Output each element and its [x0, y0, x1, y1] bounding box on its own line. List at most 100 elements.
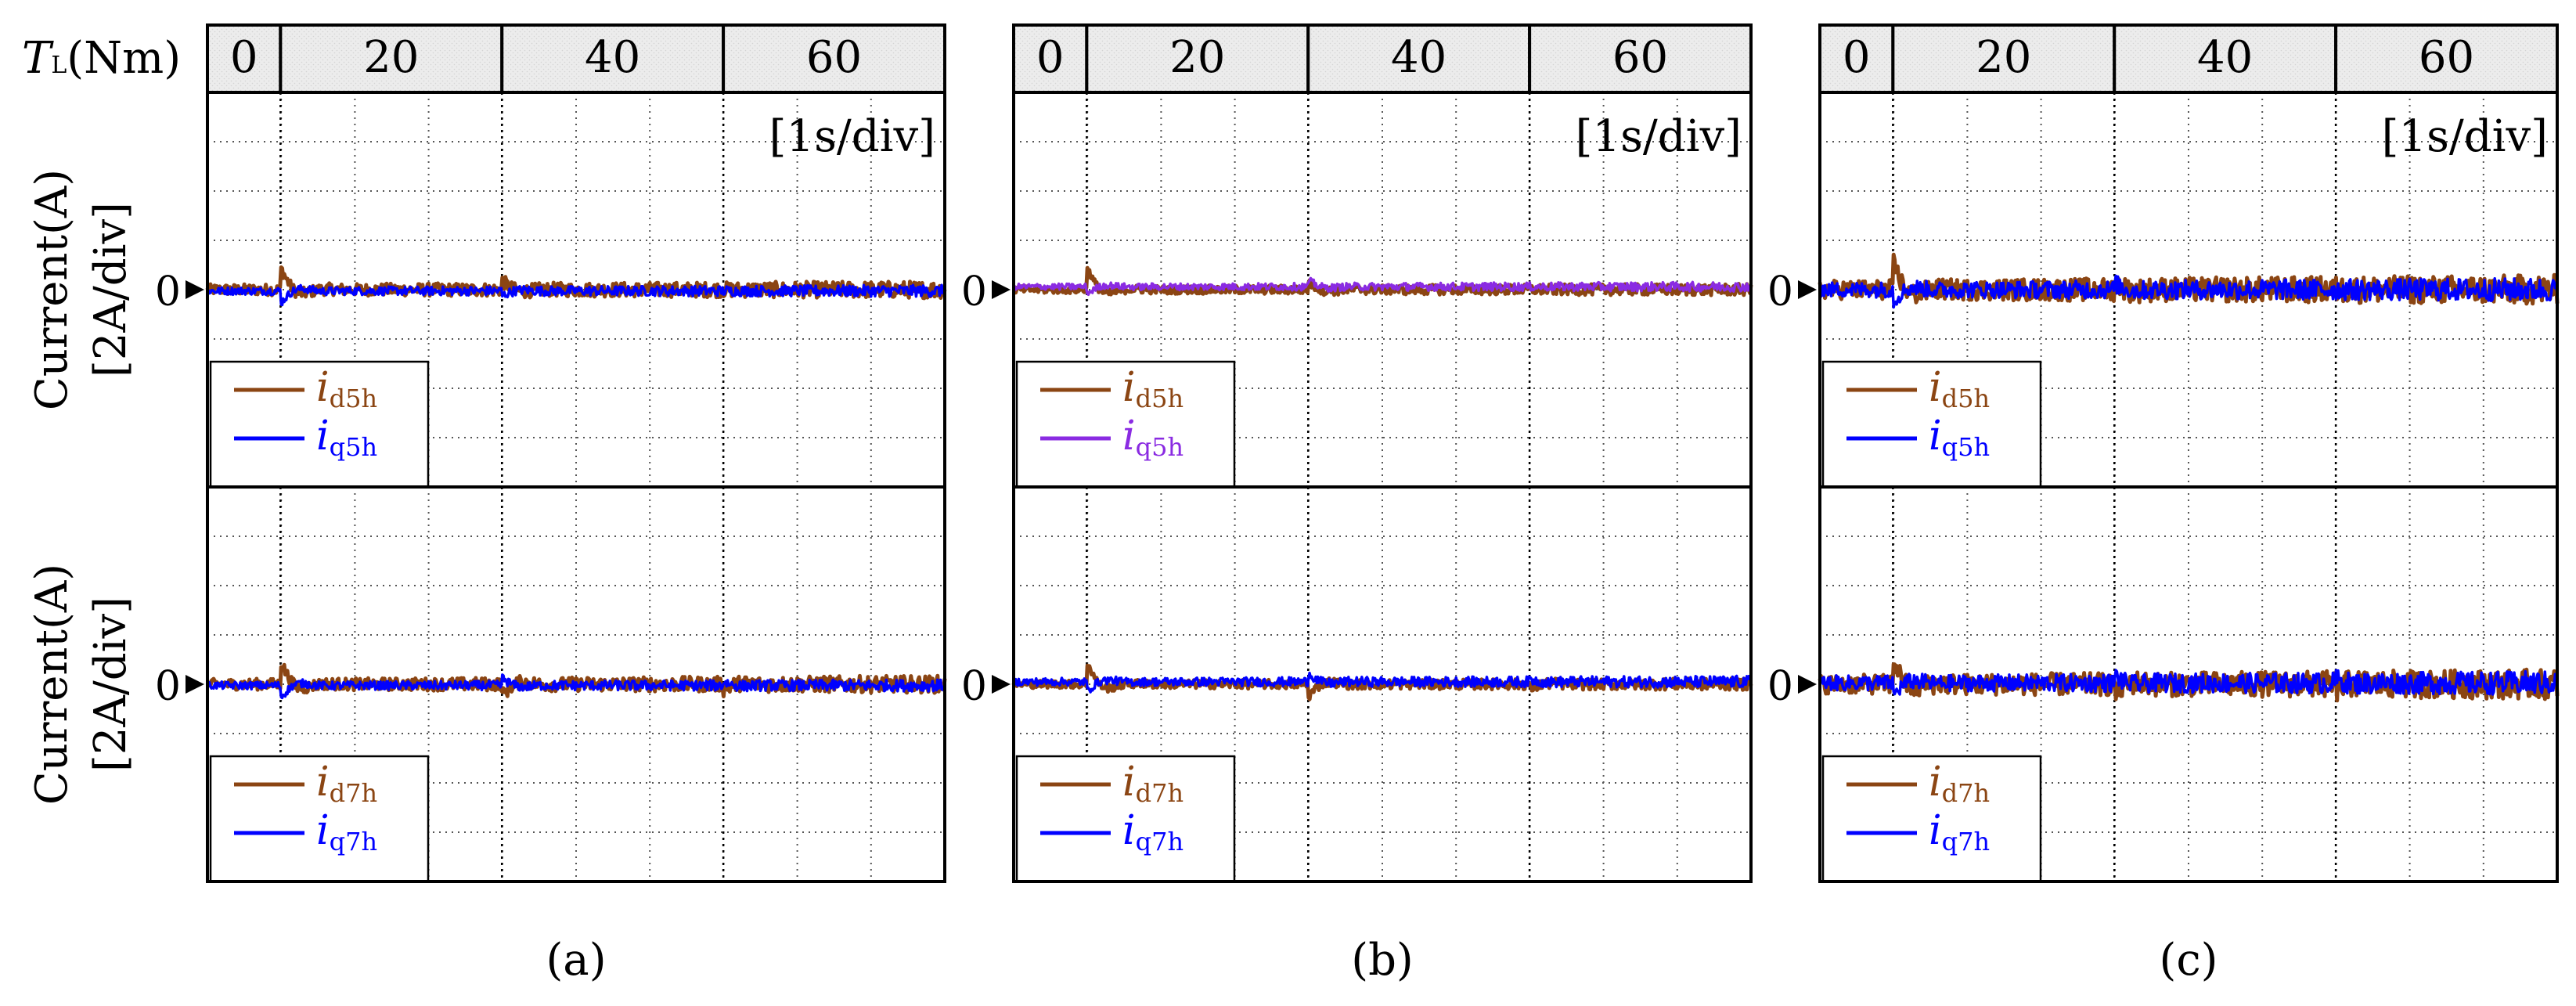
legend-box — [209, 755, 430, 883]
y-axis-label-2: Current(A) [2A/div] — [27, 564, 136, 805]
torque-axis-label: TL(Nm) — [22, 33, 181, 84]
legend-box — [1015, 755, 1236, 883]
zero-arrow-icon — [992, 675, 1011, 694]
trace-q5h — [1818, 274, 2559, 309]
plot-frame — [1012, 485, 1753, 883]
torque-band-segment — [2334, 23, 2560, 94]
legend-symbol: i — [1122, 759, 1136, 806]
torque-band-label: 0 — [1843, 32, 1871, 83]
legend-label-d7h: id7h — [1122, 759, 1184, 808]
trace-q7h — [206, 673, 946, 700]
torque-band-label: 60 — [2419, 32, 2474, 83]
zero-label: 0 — [155, 663, 181, 710]
zero-label: 0 — [961, 269, 987, 316]
plot-frame — [1818, 485, 2559, 883]
torque-band-segment — [2113, 23, 2338, 94]
legend-symbol: i — [1929, 364, 1942, 411]
torque-band-label: 20 — [363, 32, 419, 83]
legend-label-q5h: iq5h — [1122, 413, 1184, 462]
legend-label-q7h: iq7h — [316, 807, 377, 856]
legend-label-q7h: iq7h — [1929, 807, 1990, 856]
legend-symbol: i — [1122, 413, 1136, 460]
trace-q5h — [206, 283, 946, 307]
legend-box — [1015, 360, 1236, 489]
legend-symbol: i — [1929, 413, 1942, 460]
zero-label: 0 — [1767, 269, 1793, 316]
legend-box — [1821, 755, 2042, 883]
legend-symbol: i — [1929, 759, 1942, 806]
legend-label-q5h: iq5h — [1929, 413, 1990, 462]
torque-band-segment — [1818, 23, 1895, 94]
y-axis-label-line2: [2A/div] — [85, 597, 136, 772]
panel-caption: (a) — [546, 935, 606, 986]
zero-arrow-icon — [1798, 675, 1817, 694]
legend-label-d5h: id5h — [316, 364, 377, 413]
zero-arrow-icon — [1798, 280, 1817, 299]
legend-label-d7h: id7h — [316, 759, 377, 808]
legend-subscript: q7h — [1942, 827, 1990, 856]
y-axis-label-line1: Current(A) — [27, 169, 77, 410]
legend-box — [1821, 360, 2042, 489]
torque-band-label: 20 — [1169, 32, 1225, 83]
legend-symbol: i — [316, 807, 330, 854]
torque-band-label: 40 — [585, 32, 640, 83]
torque-band-segment — [1528, 23, 1753, 94]
legend-symbol: i — [316, 759, 330, 806]
torque-band-label: 40 — [2197, 32, 2253, 83]
legend-subscript: d5h — [1942, 384, 1990, 413]
legend-symbol: i — [316, 364, 330, 411]
torque-band-label: 40 — [1391, 32, 1447, 83]
trace-q5h — [1012, 276, 1753, 297]
legend-subscript: q7h — [330, 827, 377, 856]
trace-q7h — [1818, 669, 2559, 696]
trace-q7h — [1012, 671, 1753, 694]
torque-symbol: T — [22, 33, 54, 84]
legend-label-q5h: iq5h — [316, 413, 377, 462]
legend-symbol: i — [1122, 807, 1136, 854]
zero-arrow-icon — [992, 280, 1011, 299]
time-div-label: [1s/div] — [1576, 111, 1742, 162]
legend-subscript: d5h — [330, 384, 377, 413]
legend-subscript: d7h — [330, 778, 377, 808]
torque-band-segment — [1306, 23, 1532, 94]
y-axis-label-line2: [2A/div] — [85, 202, 136, 377]
plot-frame — [206, 485, 946, 883]
time-div-label: [1s/div] — [2382, 111, 2548, 162]
legend-subscript: q5h — [1942, 432, 1990, 462]
zero-label: 0 — [961, 663, 987, 710]
legend-box — [209, 360, 430, 489]
legend-symbol: i — [1122, 364, 1136, 411]
legend-label-d5h: id5h — [1122, 364, 1184, 413]
torque-band-label: 0 — [230, 32, 258, 83]
legend-label-d5h: id5h — [1929, 364, 1990, 413]
legend-label-d7h: id7h — [1929, 759, 1990, 808]
torque-band-label: 60 — [1612, 32, 1668, 83]
legend-subscript: d7h — [1942, 778, 1990, 808]
torque-subscript: L — [51, 52, 67, 79]
torque-unit: (Nm) — [67, 33, 181, 84]
torque-band-segment — [722, 23, 946, 94]
legend-subscript: d7h — [1136, 778, 1184, 808]
legend-symbol: i — [1929, 807, 1942, 854]
y-axis-label-line1: Current(A) — [27, 564, 77, 805]
legend-label-q7h: iq7h — [1122, 807, 1184, 856]
panel-caption: (b) — [1351, 935, 1414, 986]
torque-band-label: 0 — [1036, 32, 1065, 83]
legend-subscript: q5h — [330, 432, 377, 462]
legend-subscript: d5h — [1136, 384, 1184, 413]
y-axis-label-1: Current(A) [2A/div] — [27, 169, 136, 410]
legend-subscript: q5h — [1136, 432, 1184, 462]
panel-caption: (c) — [2159, 935, 2218, 986]
zero-label: 0 — [1767, 663, 1793, 710]
legend-symbol: i — [316, 413, 330, 460]
